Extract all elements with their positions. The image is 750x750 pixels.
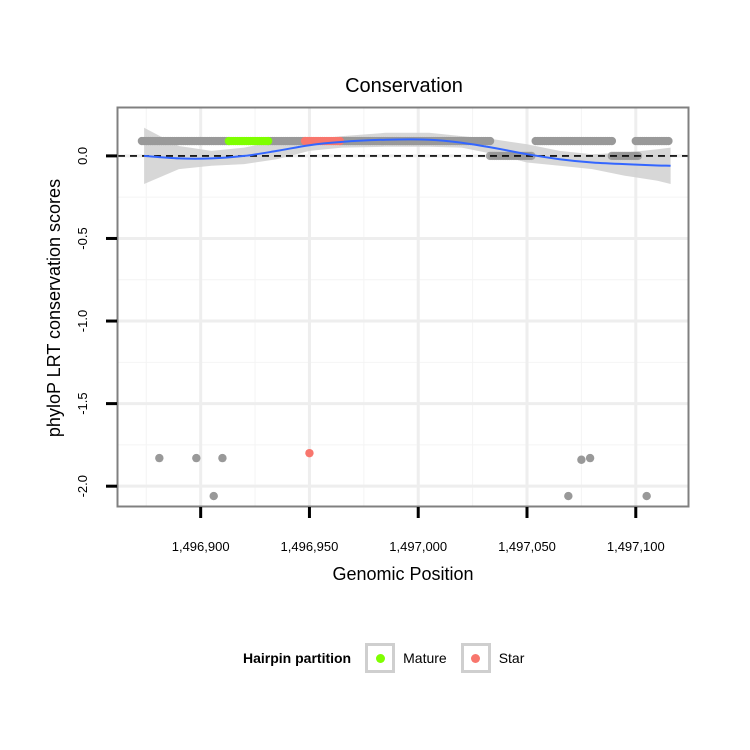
- smooth-line: [144, 138, 671, 167]
- point-outliers: [564, 491, 573, 501]
- x-tick-label: 1,496,900: [172, 539, 230, 554]
- grid: [118, 108, 688, 506]
- point-outliers: [585, 453, 595, 463]
- smooth-line-layer: [118, 138, 688, 167]
- x-tick-label: 1,497,050: [498, 539, 556, 554]
- point-outliers: [192, 453, 201, 463]
- chart-title: Conservation: [345, 75, 463, 97]
- points-layer: [137, 136, 673, 501]
- legend-title: Hairpin partition: [243, 650, 352, 666]
- y-tick-label: 0.0: [75, 147, 90, 165]
- point-other: [664, 136, 673, 146]
- legend-dot-mature: [375, 653, 385, 663]
- point-outliers: [209, 491, 218, 501]
- x-axis-label: Genomic Position: [332, 564, 473, 584]
- y-tick-label: -1.5: [75, 392, 90, 414]
- x-tick-label: 1,496,950: [281, 539, 339, 554]
- x-tick-label: 1,497,100: [607, 539, 665, 554]
- point-outliers: [642, 491, 651, 501]
- point-other: [607, 136, 617, 146]
- plot-panel-border: [116, 106, 690, 508]
- y-axis-label: phyloP LRT conservation scores: [44, 179, 64, 437]
- y-tick-label: -2.0: [75, 475, 90, 497]
- y-tick-label: -1.0: [75, 310, 90, 332]
- legend-label-mature: Mature: [403, 650, 447, 666]
- legend: Hairpin partition Mature Star: [243, 641, 530, 675]
- point-outliers: [155, 453, 164, 463]
- point-star-outlier: [305, 448, 314, 458]
- legend-label-star: Star: [498, 650, 525, 666]
- point-other: [485, 136, 495, 146]
- legend-key-mature: [365, 643, 396, 673]
- y-tick-label: -0.5: [75, 227, 90, 249]
- x-tick-label: 1,497,000: [389, 539, 447, 554]
- point-outliers: [577, 455, 586, 464]
- point-outliers: [218, 453, 227, 463]
- point-mature: [263, 136, 273, 146]
- legend-key-star: [460, 643, 491, 673]
- axes: 1,496,900 1,496,950 1,497,000 1,497,050 1,49…: [75, 147, 665, 554]
- legend-dot-star: [471, 653, 481, 663]
